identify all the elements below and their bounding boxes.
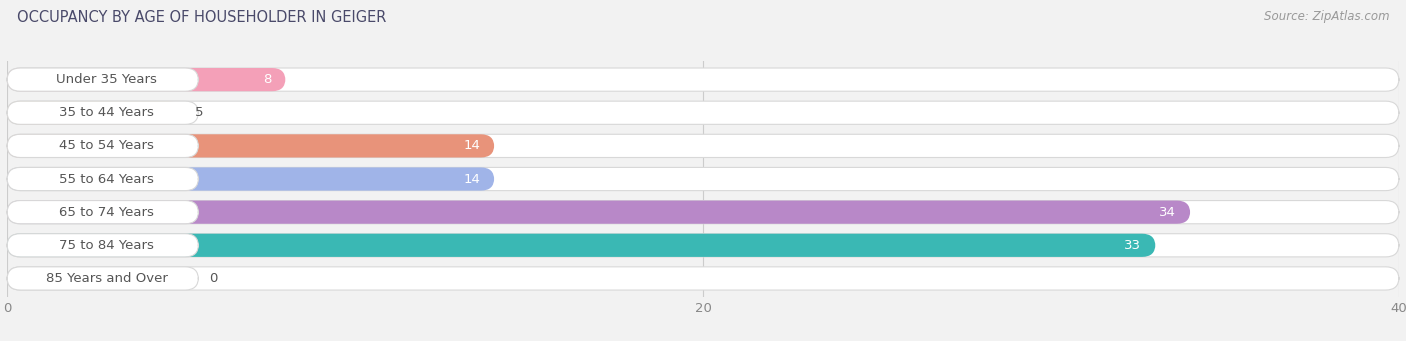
FancyBboxPatch shape (7, 68, 198, 91)
Text: Source: ZipAtlas.com: Source: ZipAtlas.com (1264, 10, 1389, 23)
FancyBboxPatch shape (7, 134, 1399, 158)
Text: OCCUPANCY BY AGE OF HOUSEHOLDER IN GEIGER: OCCUPANCY BY AGE OF HOUSEHOLDER IN GEIGE… (17, 10, 387, 25)
Text: 5: 5 (195, 106, 204, 119)
Text: 85 Years and Over: 85 Years and Over (45, 272, 167, 285)
FancyBboxPatch shape (7, 68, 1399, 91)
FancyBboxPatch shape (7, 68, 285, 91)
FancyBboxPatch shape (7, 267, 198, 290)
FancyBboxPatch shape (7, 134, 198, 158)
FancyBboxPatch shape (7, 134, 495, 158)
FancyBboxPatch shape (7, 167, 198, 191)
Text: 14: 14 (464, 139, 481, 152)
FancyBboxPatch shape (7, 101, 198, 124)
FancyBboxPatch shape (7, 167, 1399, 191)
FancyBboxPatch shape (7, 201, 1191, 224)
Text: 33: 33 (1125, 239, 1142, 252)
Text: 45 to 54 Years: 45 to 54 Years (59, 139, 155, 152)
FancyBboxPatch shape (7, 101, 181, 124)
Text: 55 to 64 Years: 55 to 64 Years (59, 173, 155, 186)
Text: 75 to 84 Years: 75 to 84 Years (59, 239, 155, 252)
Text: 8: 8 (263, 73, 271, 86)
FancyBboxPatch shape (7, 234, 1399, 257)
Text: 34: 34 (1160, 206, 1177, 219)
Text: Under 35 Years: Under 35 Years (56, 73, 157, 86)
Text: 35 to 44 Years: 35 to 44 Years (59, 106, 155, 119)
FancyBboxPatch shape (7, 167, 495, 191)
FancyBboxPatch shape (7, 267, 1399, 290)
FancyBboxPatch shape (7, 234, 198, 257)
Text: 0: 0 (209, 272, 218, 285)
FancyBboxPatch shape (7, 201, 198, 224)
FancyBboxPatch shape (7, 234, 1156, 257)
Text: 14: 14 (464, 173, 481, 186)
FancyBboxPatch shape (7, 201, 1399, 224)
Text: 65 to 74 Years: 65 to 74 Years (59, 206, 155, 219)
FancyBboxPatch shape (7, 101, 1399, 124)
